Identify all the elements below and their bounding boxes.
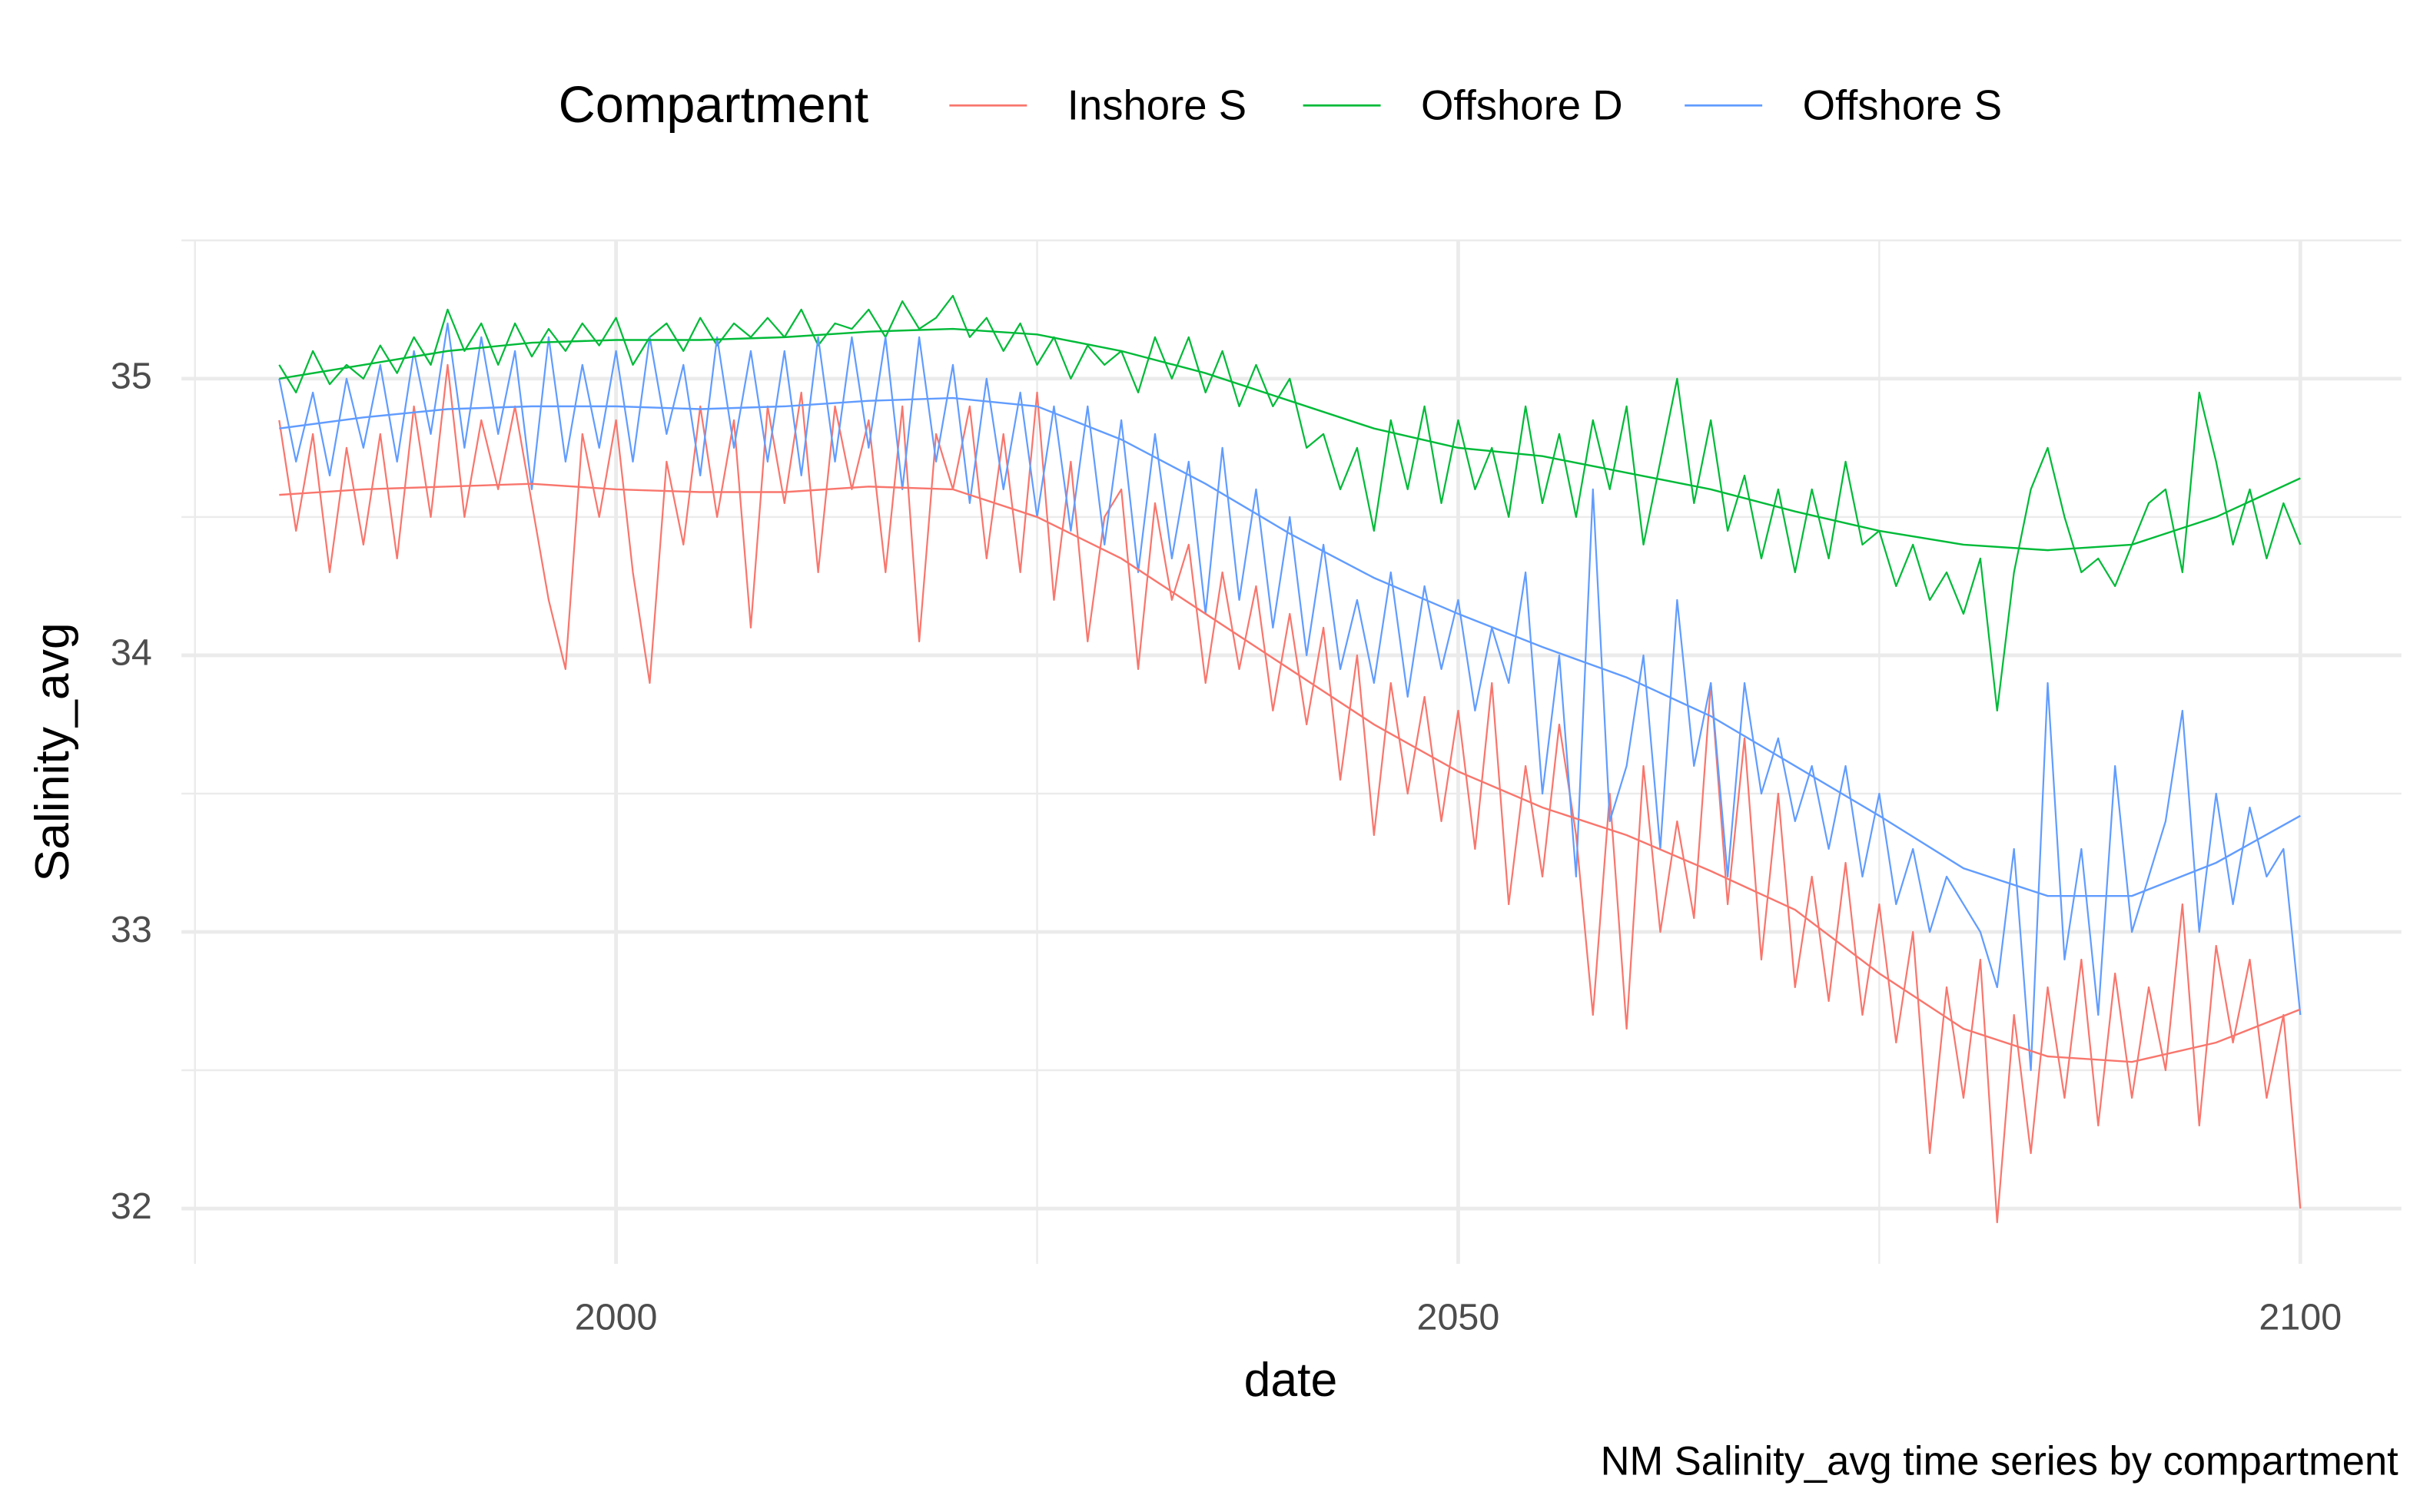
y-tick-label: 32 xyxy=(111,1185,152,1227)
series-line xyxy=(278,322,2302,1072)
legend-label: Offshore D xyxy=(1421,82,1623,129)
trend-line xyxy=(279,396,2301,897)
series-line xyxy=(278,294,2302,712)
plot-lines xyxy=(278,294,2302,1224)
labels: date Salinity_avg NM Salinity_avg time s… xyxy=(25,77,2398,1484)
grid xyxy=(181,239,2402,1265)
legend-label: Inshore S xyxy=(1067,82,1247,129)
x-tick-label: 2050 xyxy=(1417,1297,1500,1338)
y-axis-title: Salinity_avg xyxy=(25,622,79,881)
legend-title: Compartment xyxy=(559,77,869,134)
caption: NM Salinity_avg time series by compartme… xyxy=(1601,1438,2399,1484)
x-axis-title: date xyxy=(1244,1353,1338,1407)
x-tick-label: 2100 xyxy=(2259,1297,2342,1338)
trend-line xyxy=(279,482,2301,1063)
y-tick-label: 35 xyxy=(111,356,152,397)
legend-label: Offshore S xyxy=(1803,82,2003,129)
y-tick-label: 34 xyxy=(111,632,152,674)
series-line xyxy=(278,363,2302,1224)
x-tick-label: 2000 xyxy=(575,1297,658,1338)
trend-line xyxy=(279,327,2301,552)
y-tick-label: 33 xyxy=(111,909,152,950)
